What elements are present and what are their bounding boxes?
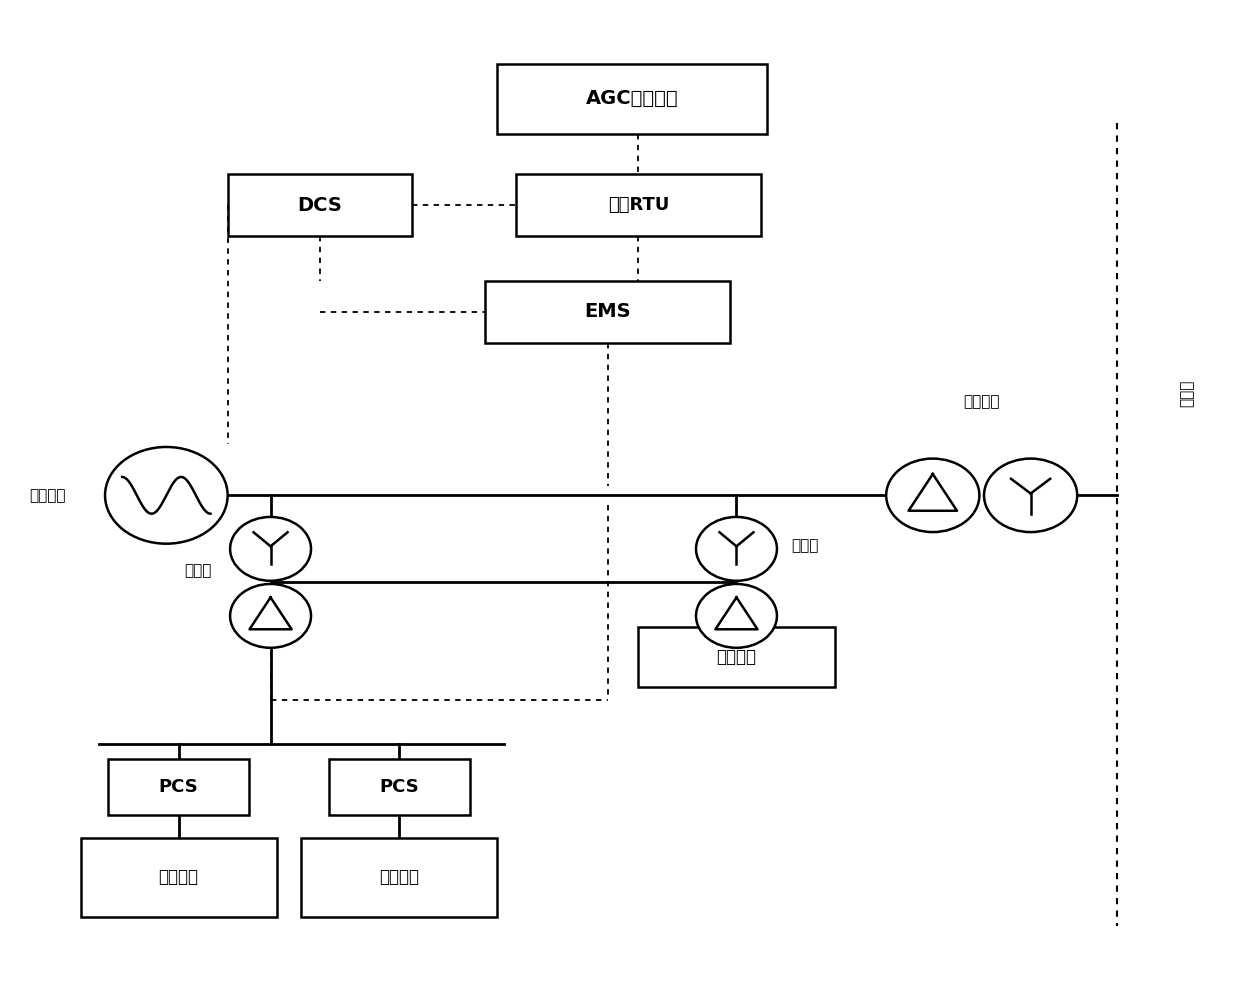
Text: 升压变: 升压变 <box>185 563 212 578</box>
Circle shape <box>105 447 228 543</box>
Bar <box>497 64 768 133</box>
Circle shape <box>985 458 1078 532</box>
Bar <box>81 838 277 917</box>
Text: EMS: EMS <box>584 302 631 321</box>
Text: DCS: DCS <box>298 195 342 215</box>
Text: 厂厅变: 厂厅变 <box>791 539 820 553</box>
Text: 主变压器: 主变压器 <box>963 394 999 409</box>
Bar <box>108 759 249 815</box>
Text: 厂用负荷: 厂用负荷 <box>717 647 756 666</box>
Circle shape <box>231 584 311 647</box>
Text: 电网俧: 电网俧 <box>1179 380 1194 407</box>
Text: 发电机组: 发电机组 <box>30 488 66 503</box>
Bar <box>301 838 497 917</box>
Text: 飞轮储能: 飞轮储能 <box>159 868 198 887</box>
Bar <box>228 175 412 236</box>
Text: PCS: PCS <box>159 778 198 797</box>
Circle shape <box>887 458 980 532</box>
Bar <box>639 627 835 687</box>
Circle shape <box>696 584 777 647</box>
Circle shape <box>696 517 777 581</box>
Bar <box>485 281 730 342</box>
Text: PCS: PCS <box>379 778 419 797</box>
Circle shape <box>231 517 311 581</box>
Bar <box>516 175 761 236</box>
Bar <box>329 759 470 815</box>
Text: 锂电池组: 锂电池组 <box>379 868 419 887</box>
Text: 电厂RTU: 电厂RTU <box>608 196 670 214</box>
Text: AGC调频指令: AGC调频指令 <box>587 89 678 108</box>
